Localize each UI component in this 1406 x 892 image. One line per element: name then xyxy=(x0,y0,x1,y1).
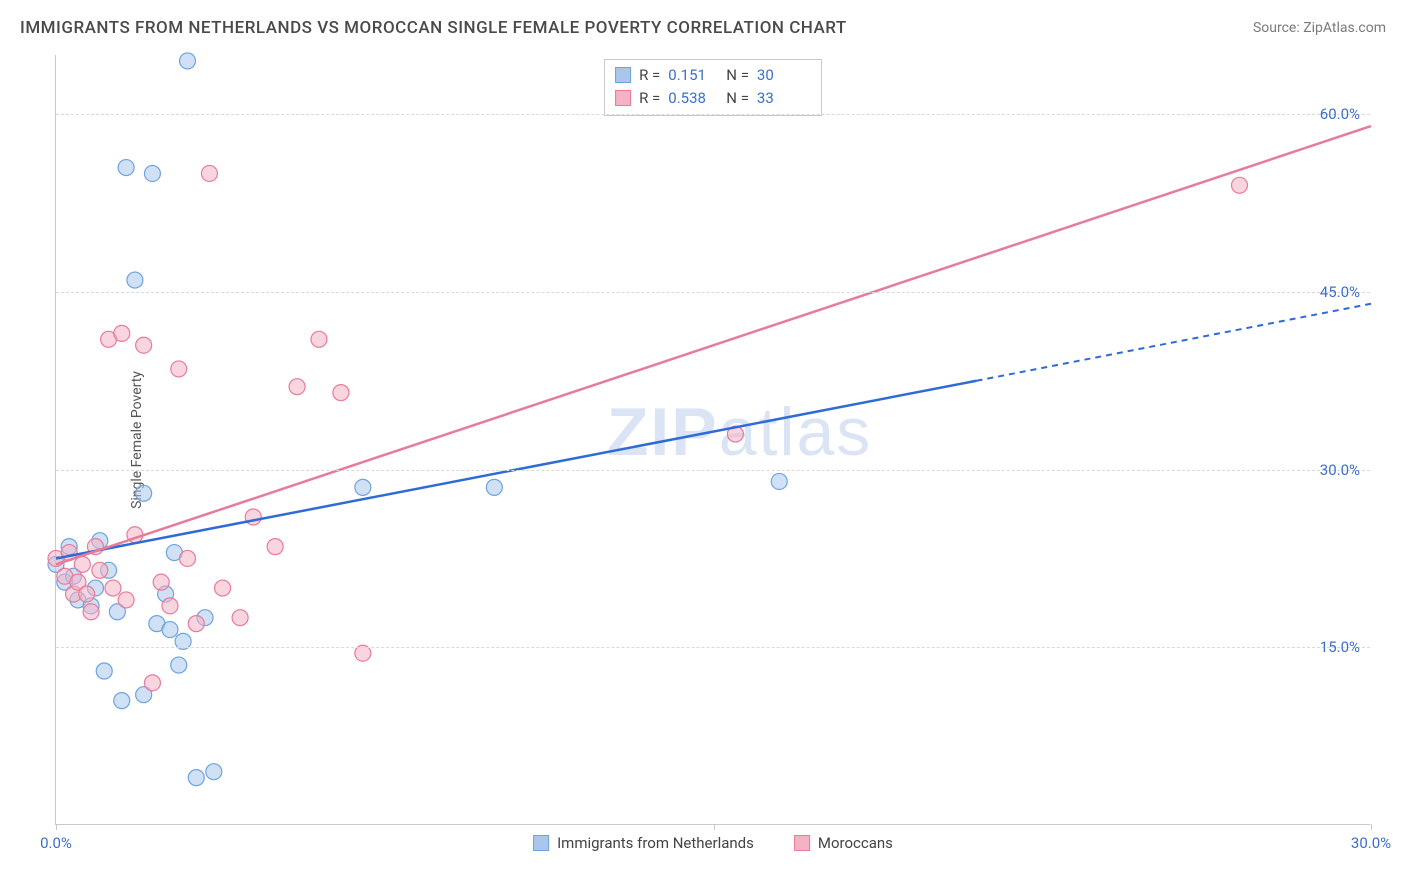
legend-label: Immigrants from Netherlands xyxy=(557,834,754,852)
data-point-moroccans xyxy=(1232,177,1248,193)
r-label: R = xyxy=(639,87,660,110)
x-tick-label: 30.0% xyxy=(1351,834,1391,852)
legend-label: Moroccans xyxy=(818,834,893,852)
legend-item-netherlands: Immigrants from Netherlands xyxy=(533,834,754,852)
gridline xyxy=(56,114,1370,115)
legend-swatch-netherlands xyxy=(533,835,549,851)
y-tick-label: 45.0% xyxy=(1320,283,1360,301)
x-tick-mark xyxy=(56,824,57,830)
data-point-moroccans xyxy=(267,539,283,555)
swatch-moroccans xyxy=(615,90,631,106)
legend-item-moroccans: Moroccans xyxy=(794,834,893,852)
data-point-moroccans xyxy=(333,385,349,401)
gridline xyxy=(56,470,1370,471)
data-point-moroccans xyxy=(311,331,327,347)
data-point-moroccans xyxy=(232,610,248,626)
data-point-moroccans xyxy=(289,379,305,395)
trend-line-moroccans xyxy=(56,126,1371,564)
data-point-moroccans xyxy=(188,616,204,632)
data-point-moroccans xyxy=(83,604,99,620)
data-point-netherlands xyxy=(118,160,134,176)
data-point-netherlands xyxy=(188,770,204,786)
data-point-netherlands xyxy=(171,657,187,673)
r-value: 0.151 xyxy=(668,64,718,87)
chart-title: IMMIGRANTS FROM NETHERLANDS VS MOROCCAN … xyxy=(20,18,847,38)
data-point-netherlands xyxy=(144,165,160,181)
source-label: Source: xyxy=(1253,20,1303,36)
stats-legend-box: R = 0.151 N = 30 R = 0.538 N = 33 xyxy=(604,59,822,116)
gridline xyxy=(56,647,1370,648)
n-label: N = xyxy=(726,64,749,87)
data-point-moroccans xyxy=(105,580,121,596)
data-point-moroccans xyxy=(171,361,187,377)
y-tick-label: 15.0% xyxy=(1320,638,1360,656)
data-point-moroccans xyxy=(136,337,152,353)
data-point-moroccans xyxy=(144,675,160,691)
data-point-netherlands xyxy=(114,693,130,709)
data-point-moroccans xyxy=(92,562,108,578)
data-point-moroccans xyxy=(162,598,178,614)
x-tick-mark xyxy=(1371,824,1372,830)
data-point-moroccans xyxy=(201,165,217,181)
trend-line-dash-netherlands xyxy=(977,304,1372,381)
data-point-netherlands xyxy=(355,479,371,495)
x-tick-label: 0.0% xyxy=(40,834,72,852)
data-point-netherlands xyxy=(771,473,787,489)
data-point-netherlands xyxy=(162,622,178,638)
data-point-netherlands xyxy=(136,485,152,501)
source-attribution: Source: ZipAtlas.com xyxy=(1253,20,1386,36)
plot-area: Single Female Poverty ZIPatlas R = 0.151… xyxy=(55,55,1370,825)
chart-svg xyxy=(56,55,1370,824)
header-row: IMMIGRANTS FROM NETHERLANDS VS MOROCCAN … xyxy=(20,18,1386,38)
stats-row-moroccans: R = 0.538 N = 33 xyxy=(615,87,807,110)
swatch-netherlands xyxy=(615,67,631,83)
data-point-netherlands xyxy=(486,479,502,495)
data-point-netherlands xyxy=(127,272,143,288)
data-point-moroccans xyxy=(215,580,231,596)
source-name: ZipAtlas.com xyxy=(1303,20,1386,36)
x-tick-mark xyxy=(714,824,715,830)
data-point-netherlands xyxy=(206,764,222,780)
bottom-legend: Immigrants from Netherlands Moroccans xyxy=(533,834,893,852)
r-label: R = xyxy=(639,64,660,87)
data-point-moroccans xyxy=(180,550,196,566)
stats-row-netherlands: R = 0.151 N = 30 xyxy=(615,64,807,87)
gridline xyxy=(56,292,1370,293)
r-value: 0.538 xyxy=(668,87,718,110)
n-label: N = xyxy=(726,87,749,110)
data-point-moroccans xyxy=(153,574,169,590)
n-value: 33 xyxy=(757,87,807,110)
data-point-moroccans xyxy=(118,592,134,608)
data-point-netherlands xyxy=(180,53,196,69)
data-point-moroccans xyxy=(79,586,95,602)
y-tick-label: 60.0% xyxy=(1320,105,1360,123)
data-point-netherlands xyxy=(96,663,112,679)
y-tick-label: 30.0% xyxy=(1320,461,1360,479)
n-value: 30 xyxy=(757,64,807,87)
data-point-moroccans xyxy=(114,325,130,341)
legend-swatch-moroccans xyxy=(794,835,810,851)
